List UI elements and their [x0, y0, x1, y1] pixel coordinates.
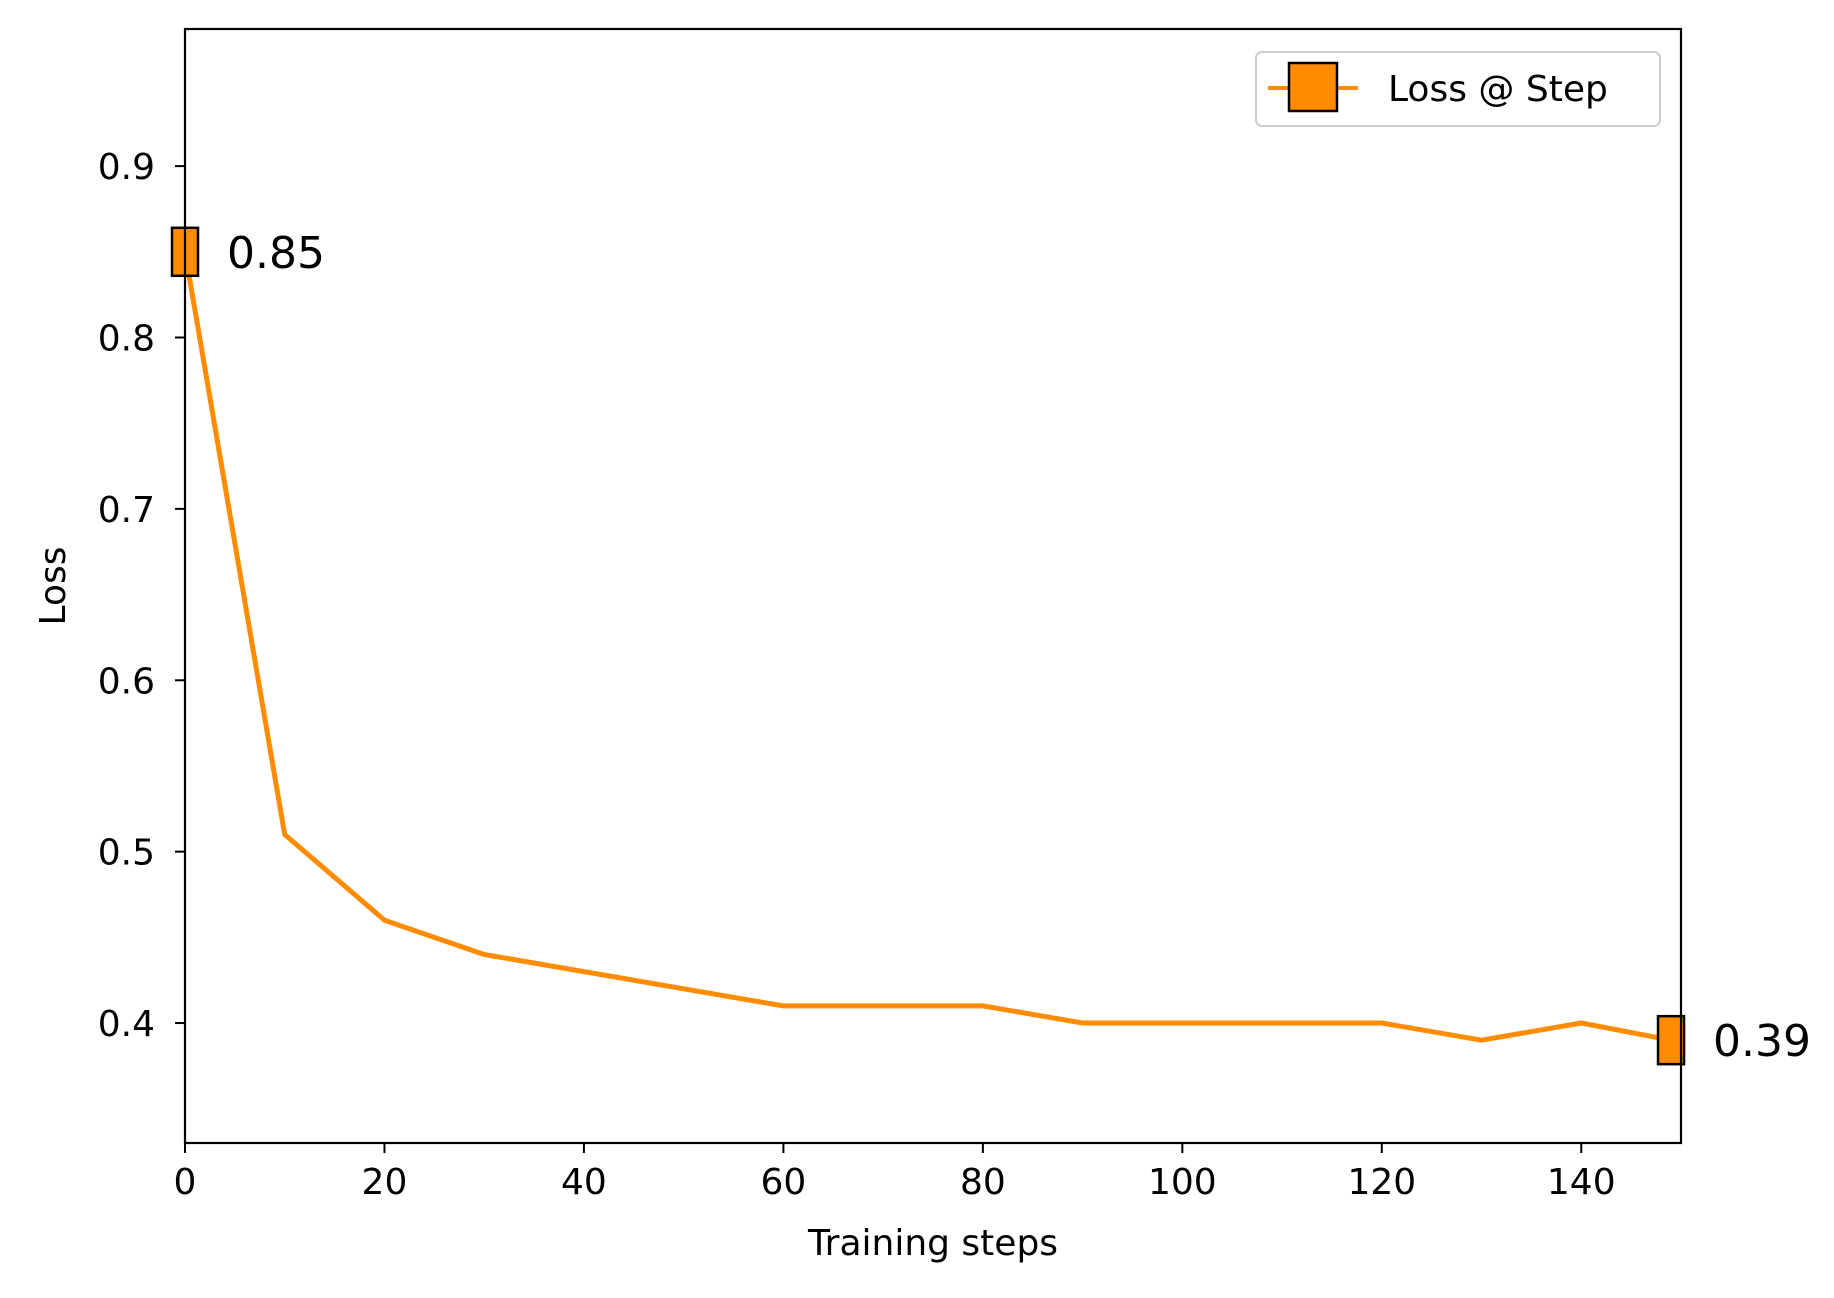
y-tick-label: 0.6	[98, 661, 155, 702]
x-tick-label: 120	[1347, 1162, 1416, 1203]
ticks-layer: 0 20 40 60 80 100 120 140 0.4 0.5 0.6 0.7 0.8 0.9	[98, 147, 1616, 1203]
series-line-loss	[182, 251, 1672, 1043]
x-tick-label: 140	[1547, 1162, 1616, 1203]
y-tick-label: 0.9	[98, 147, 155, 188]
y-tick-label: 0.5	[98, 833, 155, 874]
y-tick-label: 0.4	[98, 1004, 155, 1045]
x-tick-label: 60	[760, 1162, 806, 1203]
x-tick-label: 20	[362, 1162, 408, 1203]
legend-box	[1255, 51, 1661, 127]
point-annotation-end: 0.39	[1713, 1016, 1811, 1067]
point-annotation-start: 0.85	[227, 228, 325, 279]
y-tick-label: 0.8	[98, 318, 155, 359]
legend: Loss @ Step	[1255, 51, 1661, 127]
x-axis-title: Training steps	[807, 1223, 1058, 1264]
x-tick-label: 40	[561, 1162, 607, 1203]
legend-label: Loss @ Step	[1388, 69, 1608, 110]
y-tick-label: 0.7	[98, 490, 155, 531]
y-axis-title: Loss	[33, 547, 74, 626]
legend-square-marker-icon	[1287, 61, 1339, 113]
x-tick-label: 0	[174, 1162, 197, 1203]
marks-layer: 0.85 0.39	[170, 226, 1811, 1067]
x-tick-label: 80	[960, 1162, 1006, 1203]
plot-frame	[183, 27, 1683, 1145]
square-marker-end	[1656, 1014, 1686, 1066]
x-tick-label: 100	[1148, 1162, 1217, 1203]
